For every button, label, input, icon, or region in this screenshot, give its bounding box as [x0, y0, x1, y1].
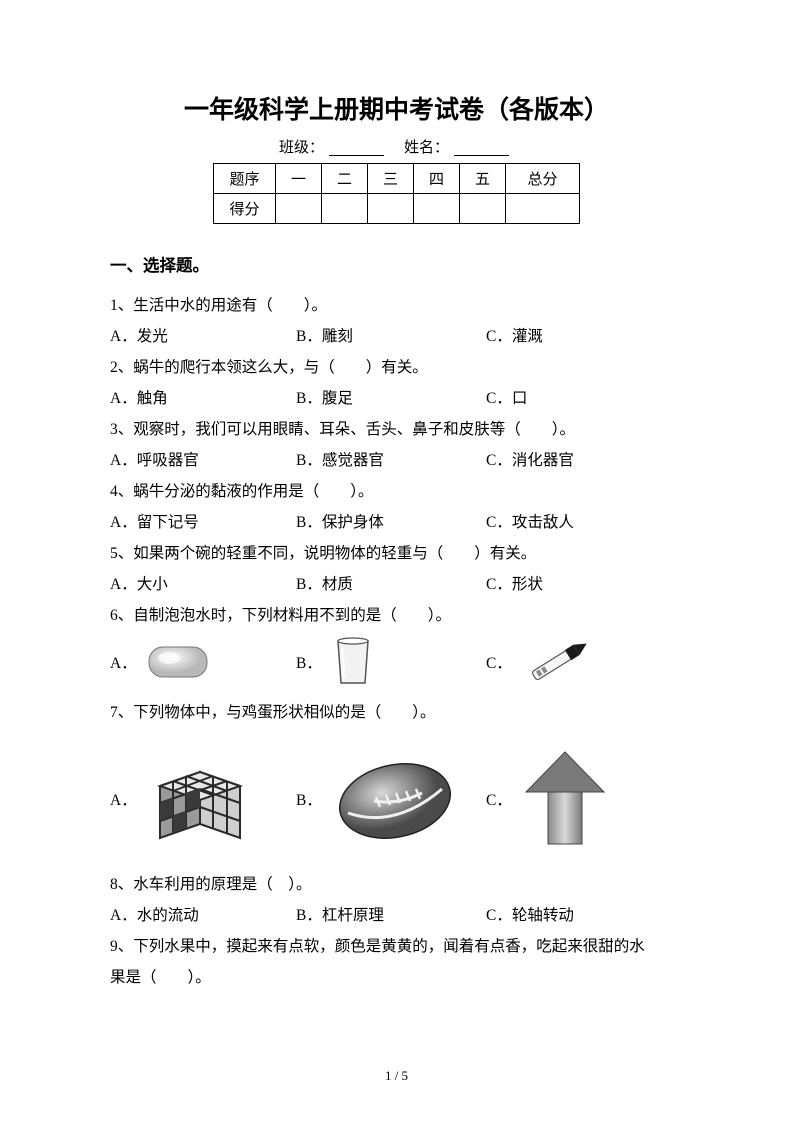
option-c: C．攻击敌人	[486, 507, 574, 538]
name-blank[interactable]	[454, 155, 509, 156]
options-row: A．触角 B．腹足 C．口	[110, 383, 683, 414]
option-a: A．触角	[110, 383, 296, 414]
option-b: B．感觉器官	[296, 445, 486, 476]
glass-icon	[330, 637, 376, 687]
col-cell: 一	[276, 164, 322, 194]
arrow-block-icon	[520, 746, 610, 851]
score-total-blank[interactable]	[506, 194, 580, 224]
class-blank[interactable]	[329, 155, 384, 156]
option-a-label: A．	[110, 651, 137, 673]
cube-icon	[145, 746, 255, 851]
question-text: 8、水车利用的原理是（ ）。	[110, 869, 683, 900]
option-a: A．呼吸器官	[110, 445, 296, 476]
col-cell: 四	[414, 164, 460, 194]
total-cell: 总分	[506, 164, 580, 194]
score-table: 题序 一 二 三 四 五 总分 得分	[213, 163, 580, 224]
col-cell: 三	[368, 164, 414, 194]
option-a: A．留下记号	[110, 507, 296, 538]
options-row: A．大小 B．材质 C．形状	[110, 569, 683, 600]
name-label: 姓名：	[404, 140, 449, 156]
question-text: 6、自制泡泡水时，下列材料用不到的是（ ）。	[110, 600, 683, 631]
score-blank[interactable]	[276, 194, 322, 224]
options-row: A．留下记号 B．保护身体 C．攻击敌人	[110, 507, 683, 538]
option-a-label: A．	[110, 788, 137, 810]
score-label-cell: 得分	[214, 194, 276, 224]
option-a: A．水的流动	[110, 900, 296, 931]
options-row: A．发光 B．雕刻 C．灌溉	[110, 321, 683, 352]
info-line: 班级： 姓名：	[110, 136, 683, 157]
option-a: A．大小	[110, 569, 296, 600]
score-blank[interactable]	[460, 194, 506, 224]
header-cell: 题序	[214, 164, 276, 194]
options-row: A．	[110, 746, 683, 851]
page-number: 1 / 5	[0, 1068, 793, 1084]
option-c: C．形状	[486, 569, 543, 600]
table-row: 得分	[214, 194, 580, 224]
option-b: B．杠杆原理	[296, 900, 486, 931]
option-b: B．腹足	[296, 383, 486, 414]
col-cell: 五	[460, 164, 506, 194]
col-cell: 二	[322, 164, 368, 194]
option-c-label: C．	[486, 788, 512, 810]
options-row: A．呼吸器官 B．感觉器官 C．消化器官	[110, 445, 683, 476]
option-c-label: C．	[486, 651, 512, 673]
class-label: 班级：	[279, 140, 324, 156]
question-text: 4、蜗牛分泌的黏液的作用是（ ）。	[110, 476, 683, 507]
question-text: 5、如果两个碗的轻重不同，说明物体的轻重与（ ）有关。	[110, 538, 683, 569]
option-c: C．灌溉	[486, 321, 543, 352]
pen-icon	[520, 640, 594, 684]
question-text: 3、观察时，我们可以用眼睛、耳朵、舌头、鼻子和皮肤等（ ）。	[110, 414, 683, 445]
option-c: C．口	[486, 383, 527, 414]
option-b-label: B．	[296, 651, 322, 673]
table-row: 题序 一 二 三 四 五 总分	[214, 164, 580, 194]
score-blank[interactable]	[414, 194, 460, 224]
question-text: 果是（ ）。	[110, 962, 683, 993]
score-blank[interactable]	[368, 194, 414, 224]
section-heading: 一、选择题。	[110, 252, 683, 276]
option-b-label: B．	[296, 788, 322, 810]
football-icon	[330, 751, 460, 846]
option-b: B．保护身体	[296, 507, 486, 538]
question-text: 9、下列水果中，摸起来有点软，颜色是黄黄的，闻着有点香，吃起来很甜的水	[110, 931, 683, 962]
question-text: 7、下列物体中，与鸡蛋形状相似的是（ ）。	[110, 697, 683, 728]
page-title: 一年级科学上册期中考试卷（各版本）	[110, 90, 683, 126]
option-b: B．雕刻	[296, 321, 486, 352]
score-blank[interactable]	[322, 194, 368, 224]
options-row: A．水的流动 B．杠杆原理 C．轮轴转动	[110, 900, 683, 931]
question-text: 2、蜗牛的爬行本领这么大，与（ ）有关。	[110, 352, 683, 383]
option-a: A．发光	[110, 321, 296, 352]
option-c: C．轮轴转动	[486, 900, 574, 931]
option-c: C．消化器官	[486, 445, 574, 476]
question-text: 1、生活中水的用途有（ ）。	[110, 290, 683, 321]
option-b: B．材质	[296, 569, 486, 600]
soap-icon	[145, 641, 211, 683]
options-row: A． B． C．	[110, 637, 683, 687]
